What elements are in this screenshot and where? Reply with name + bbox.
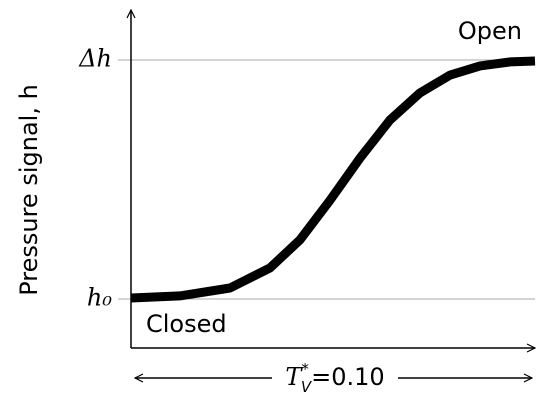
y-axis-label: Pressure signal, h — [15, 84, 43, 296]
grid — [118, 59, 535, 300]
line — [130, 56, 536, 303]
y-tick-label: Δh — [78, 45, 112, 73]
annotation: Closed — [146, 310, 227, 338]
duration-label: T* V=0.10 — [285, 360, 384, 396]
value: =0.10 — [311, 363, 385, 391]
sub: V — [301, 378, 313, 396]
annotation: Open — [458, 17, 522, 45]
symbol: T — [285, 363, 303, 391]
sup: * — [301, 360, 309, 378]
y-tick-label: h₀ — [87, 284, 112, 312]
